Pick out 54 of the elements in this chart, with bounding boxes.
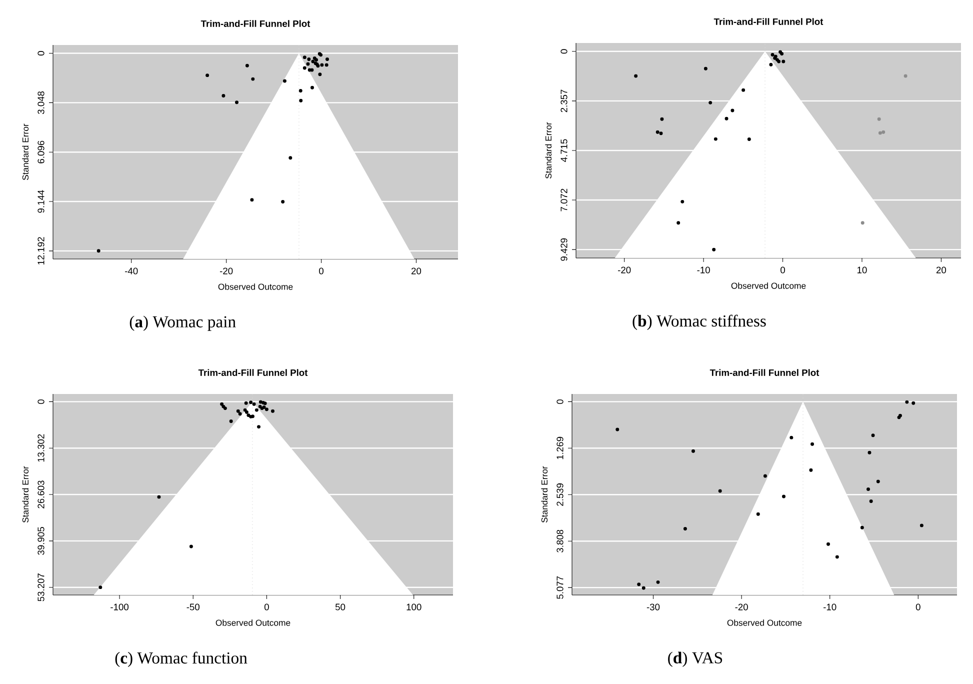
y-tick-label: 39.905: [38, 527, 44, 555]
text: (a) Womac pain: [130, 316, 236, 331]
x-tick-label: -30: [646, 604, 660, 610]
y-axis-title: Standard Error: [541, 466, 548, 523]
x-tick-label: -40: [125, 268, 138, 274]
x-tick-label: -20: [735, 604, 748, 610]
x-tick-label: -10: [824, 604, 836, 610]
text: (c) Womac function: [115, 652, 248, 667]
y-tick-label: 9.144: [38, 190, 44, 213]
y-tick-label: 26.603: [38, 480, 44, 508]
y-tick-label: 13.302: [38, 434, 44, 462]
x-tick-label: 20: [936, 266, 946, 274]
y-tick-label: 12.192: [38, 237, 44, 264]
chart-title: Trim-and-Fill Funnel Plot: [200, 20, 310, 27]
x-tick-label: 20: [411, 268, 422, 274]
y-tick-label: 1.269: [556, 436, 564, 460]
x-tick-label: -20: [220, 268, 233, 274]
y-tick-label: 3.048: [38, 91, 44, 114]
x-tick-label: 10: [858, 266, 867, 274]
x-tick-label: 0: [916, 604, 920, 610]
x-tick-label: -20: [618, 266, 631, 274]
x-tick-label: 0: [319, 268, 324, 274]
x-tick-label: 100: [406, 604, 422, 610]
y-axis-title: Standard Error: [545, 122, 552, 179]
x-axis-title: Observed Outcome: [218, 283, 293, 290]
x-tick-label: -10: [697, 266, 710, 274]
y-axis-title: Standard Error: [22, 466, 29, 523]
text: (b) Womac stiffness: [632, 314, 766, 330]
y-tick-label: 9.429: [560, 238, 568, 261]
y-tick-label: 0: [38, 51, 44, 56]
x-tick-label: 0: [264, 604, 269, 610]
chart-title: Trim-and-Fill Funnel Plot: [710, 369, 820, 376]
x-tick-label: 50: [335, 604, 346, 610]
y-tick-label: 7.072: [560, 188, 568, 212]
x-axis-title: Observed Outcome: [216, 619, 290, 626]
x-axis-title: Observed Outcome: [731, 282, 806, 289]
y-tick-label: 0: [556, 399, 564, 404]
y-tick-label: 53.207: [38, 574, 44, 602]
x-tick-label: 0: [780, 266, 785, 274]
chart-title: Trim-and-Fill Funnel Plot: [198, 369, 308, 376]
y-tick-label: 4.715: [560, 139, 568, 162]
y-tick-label: 3.808: [556, 530, 564, 552]
y-tick-label: 0: [560, 49, 568, 54]
text: (d) VAS: [668, 652, 722, 667]
x-tick-label: -50: [186, 604, 200, 610]
y-tick-label: 2.357: [560, 90, 568, 112]
x-axis-title: Observed Outcome: [727, 619, 802, 626]
y-tick-label: 0: [38, 399, 44, 404]
y-tick-label: 5.077: [556, 576, 564, 599]
y-axis-title: Standard Error: [22, 124, 29, 180]
chart-title: Trim-and-Fill Funnel Plot: [714, 18, 824, 25]
y-tick-label: 2.539: [556, 483, 564, 506]
x-tick-label: -100: [110, 604, 129, 610]
y-tick-label: 6.096: [38, 140, 44, 164]
